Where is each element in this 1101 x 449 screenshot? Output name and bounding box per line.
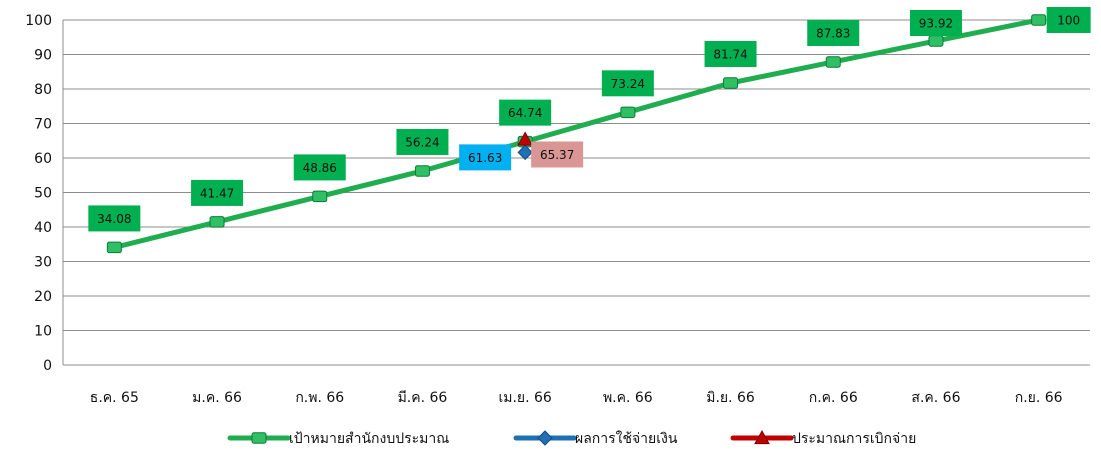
data-point [517, 131, 533, 146]
data-point [723, 77, 739, 89]
data-label-box [704, 40, 757, 67]
y-tick-label: 90 [34, 48, 52, 64]
data-point [620, 106, 636, 119]
y-tick-label: 40 [34, 220, 52, 236]
data-label: 73.24 [611, 77, 645, 91]
data-label: 64.74 [508, 106, 542, 120]
y-tick-label: 80 [34, 82, 52, 98]
y-tick-label: 70 [34, 117, 52, 133]
data-label: 65.37 [540, 148, 574, 162]
data-label: 100 [1057, 14, 1080, 28]
data-label-box [293, 154, 346, 181]
data-label-box [191, 179, 244, 206]
data-label: 87.83 [816, 26, 850, 40]
x-tick-label: ม.ค. 66 [192, 390, 242, 406]
data-label-box [459, 144, 512, 171]
x-tick-label: ก.ค. 66 [809, 390, 858, 406]
x-tick-label: เม.ย. 66 [498, 390, 551, 406]
data-label: 93.92 [919, 17, 953, 31]
data-point [106, 241, 122, 254]
data-label: 34.08 [97, 212, 131, 226]
y-axis: 0 10 20 30 40 50 60 70 80 90 100 [25, 13, 64, 374]
y-tick-label: 20 [34, 289, 52, 305]
y-tick-label: 50 [34, 186, 52, 202]
y-tick-label: 100 [25, 13, 52, 29]
data-label: 41.47 [200, 186, 234, 200]
x-tick-label: ส.ค. 66 [911, 390, 960, 406]
data-labels: 34.08 41.47 48.86 56.24 64.74 73.24 81.74 87.83… [88, 7, 1091, 232]
data-label: 61.63 [468, 151, 502, 165]
data-point [1031, 14, 1047, 26]
y-tick-label: 10 [34, 324, 52, 340]
x-tick-label: มี.ค. 66 [398, 390, 448, 406]
data-label-box [807, 19, 860, 46]
legend-label: ประมาณการเบิกจ่าย [792, 431, 916, 447]
series-line [111, 17, 1042, 250]
x-tick-label: ก.พ. 66 [295, 390, 344, 406]
x-axis: ธ.ค. 65 ม.ค. 66 ก.พ. 66 มี.ค. 66 เม.ย. 66 พ.ค… [90, 390, 1063, 406]
legend-marker [537, 430, 553, 446]
data-point [414, 165, 430, 177]
data-label-box [499, 99, 552, 126]
data-label-box [531, 141, 584, 168]
data-label-box [396, 128, 449, 155]
series-lines [111, 17, 1042, 250]
data-label-box [601, 70, 654, 97]
legend-label: เป้าหมายสำนักงบประมาณ [289, 431, 449, 447]
x-tick-label: ธ.ค. 65 [90, 390, 139, 406]
data-point [928, 35, 944, 47]
legend: เป้าหมายสำนักงบประมาณ ผลการใช้จ่ายเงิน ประ… [227, 429, 916, 447]
data-label-box [1046, 7, 1091, 33]
data-label: 81.74 [713, 47, 747, 61]
data-label-box [909, 10, 962, 36]
y-tick-label: 30 [34, 255, 52, 271]
data-point [825, 56, 841, 68]
data-label-box [88, 205, 141, 232]
x-tick-label: พ.ค. 66 [603, 390, 653, 406]
legend-marker [754, 429, 770, 445]
data-label: 48.86 [303, 161, 337, 175]
data-markers [106, 14, 1047, 254]
y-tick-label: 0 [43, 358, 52, 374]
y-tick-label: 60 [34, 151, 52, 167]
data-point [209, 216, 225, 228]
x-tick-label: ก.ย. 66 [1015, 390, 1063, 406]
data-label: 56.24 [405, 135, 439, 149]
data-point [312, 190, 328, 203]
x-tick-label: มิ.ย. 66 [706, 390, 755, 406]
data-point [517, 144, 533, 161]
legend-label: ผลการใช้จ่ายเงิน [575, 430, 678, 447]
legend-marker [251, 432, 267, 444]
